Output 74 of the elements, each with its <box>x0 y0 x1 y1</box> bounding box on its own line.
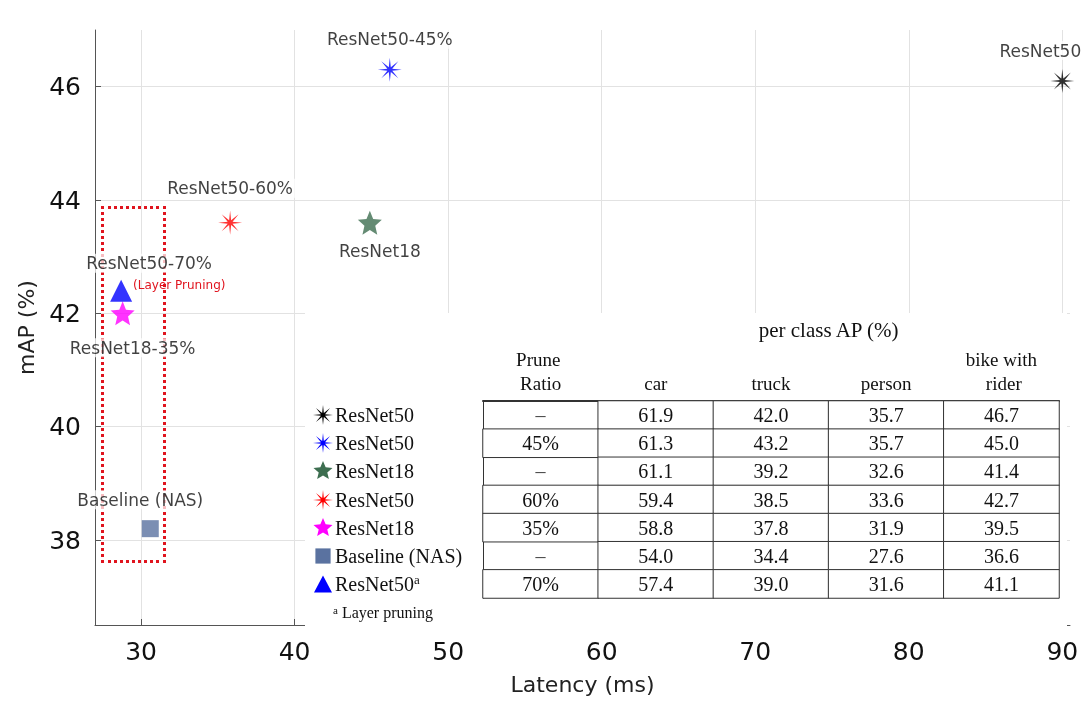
data-label: 42.0 <box>753 404 789 427</box>
x-tick-label: 60 <box>585 637 618 666</box>
series-label: ResNet18-35% <box>69 337 196 358</box>
series-label: ResNet50-70% <box>86 253 212 274</box>
data-label: 45.0 <box>983 432 1019 455</box>
x-tick-label: person <box>860 372 913 394</box>
x-tick-label: 40 <box>278 637 311 666</box>
data-label: 39.5 <box>983 516 1019 539</box>
x-tick-label: truck <box>751 372 792 394</box>
point <box>110 301 135 326</box>
x-tick-label: 90 <box>1046 637 1079 666</box>
x-tick-label: bike with rider <box>965 348 1038 394</box>
y-tick-label: 46 <box>49 72 81 102</box>
data-label: 39.2 <box>753 460 789 483</box>
data-label: 37.8 <box>753 516 789 539</box>
text: – <box>535 460 546 483</box>
data-label: 59.4 <box>638 488 674 511</box>
point <box>377 57 402 82</box>
y-axis-title: mAP (%) <box>13 280 39 375</box>
x-tick-label: Prune Ratio <box>516 348 566 394</box>
y-tick-label: ResNet50 <box>335 404 414 427</box>
point <box>357 210 382 235</box>
data-label: 34.4 <box>753 544 789 567</box>
x-axis-title: Latency (ms) <box>510 671 655 697</box>
chart-title: per class AP (%) <box>758 317 899 342</box>
data-label: 35% <box>522 516 559 539</box>
data-label: 61.9 <box>638 404 674 427</box>
y-tick-label: 42 <box>49 298 81 328</box>
data-label: 70% <box>522 572 559 595</box>
y-tick-label: ResNet18 <box>335 516 414 539</box>
y-tick-label: ResNet50 <box>335 488 414 511</box>
data-label: 35.7 <box>868 404 904 427</box>
series-label: ResNet50-45% <box>326 29 453 50</box>
data-label: 60% <box>522 488 559 511</box>
x-tick-label: 50 <box>432 637 465 666</box>
series-label: Baseline (NAS) <box>77 489 204 510</box>
y-tick-label: 40 <box>49 412 81 442</box>
data-label: 61.3 <box>638 432 674 455</box>
point <box>110 279 133 302</box>
text: – <box>535 404 546 427</box>
data-label: 38.5 <box>753 488 789 511</box>
x-tick-label: 30 <box>125 637 157 666</box>
data-label: 39.0 <box>753 572 789 595</box>
annotation: (Layer Pruning) <box>133 277 226 292</box>
data-label: 41.4 <box>983 460 1019 483</box>
data-label: 45% <box>522 432 559 455</box>
y-tick-label: ResNet18 <box>335 460 414 483</box>
data-label: 54.0 <box>638 544 674 567</box>
y-tick-label: Baseline (NAS) <box>335 544 463 568</box>
data-label: 41.1 <box>983 572 1019 595</box>
data-label: 36.6 <box>983 544 1019 567</box>
data-label: 31.9 <box>868 516 904 539</box>
data-label: 42.7 <box>983 488 1019 511</box>
annotation: a Layer pruning <box>333 603 433 622</box>
data-label: 57.4 <box>638 572 674 595</box>
x-tick-label: 80 <box>892 637 925 666</box>
series-label: ResNet50-60% <box>167 178 293 199</box>
data-label: 61.1 <box>638 460 674 483</box>
data-label: 43.2 <box>753 432 789 455</box>
point <box>141 520 159 538</box>
data-label: 35.7 <box>868 432 904 455</box>
x-tick-label: 70 <box>739 637 772 666</box>
text: – <box>535 544 546 567</box>
y-tick-label: ResNet50 <box>335 432 414 455</box>
data-label: 33.6 <box>868 488 904 511</box>
y-tick-label: 38 <box>49 525 81 555</box>
data-label: 58.8 <box>638 516 674 539</box>
y-tick-label: 44 <box>49 185 81 215</box>
data-label: 32.6 <box>868 460 904 483</box>
series-label: ResNet50 <box>999 40 1082 61</box>
data-label: 46.7 <box>983 404 1019 427</box>
data-label: 31.6 <box>868 572 904 595</box>
x-tick-label: car <box>644 372 669 394</box>
data-label: 27.6 <box>868 544 904 567</box>
